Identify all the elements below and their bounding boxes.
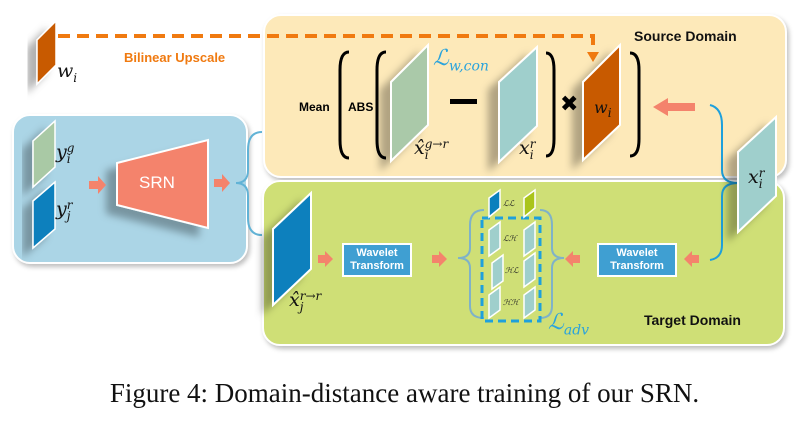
math-sub: i (529, 148, 534, 162)
x-hat-r-r-label: x̂ r→r j (289, 289, 322, 314)
brace-subbands-right (539, 209, 565, 319)
abs-label: ABS (348, 100, 374, 114)
input-panel-y-r (32, 180, 56, 250)
target-domain-label: Target Domain (644, 312, 741, 328)
paren-close-mean (629, 51, 641, 158)
subband-ll-green (523, 188, 536, 219)
mean-label: Mean (299, 100, 330, 114)
math-base: x̂ (289, 289, 300, 311)
arrowhead (587, 52, 599, 62)
multiply-sign: ✖ (560, 92, 578, 117)
math-sup: g→r (424, 137, 449, 151)
math-sub: j (299, 300, 304, 314)
wavelet-transform-box-1: Wavelet Transform (342, 243, 412, 277)
brace-srn-output (235, 131, 263, 236)
math-base: w (594, 98, 608, 117)
w-i-label: wi (594, 98, 612, 121)
subband-hl-b (523, 251, 536, 289)
subband-hh-b (523, 285, 536, 320)
math-base: x (519, 137, 530, 159)
input-panel-y-g (32, 119, 56, 189)
math-base: ℒ (548, 310, 564, 335)
subband-lh-b (523, 220, 536, 258)
arrow-right (318, 251, 333, 267)
math-base: x̂ (414, 137, 425, 159)
subband-hl-label: ℋℒ (505, 266, 519, 275)
math-sub: w,con (448, 58, 489, 75)
brace-right (709, 104, 739, 261)
wavelet-transform-box-2: Wavelet Transform (597, 243, 677, 277)
subband-lh-a (488, 220, 501, 258)
weight-map (582, 42, 621, 163)
paren-open-abs (375, 50, 387, 160)
math-sub: i (66, 152, 71, 166)
math-sub: i (73, 70, 78, 85)
brace-subbands-left (457, 209, 485, 319)
w-i-top-label: wi (57, 62, 77, 84)
x-hat-g-r-label: x̂ g→r i (414, 137, 449, 162)
subband-hh-a (488, 285, 501, 320)
loss-w-con-label: ℒw,con (433, 46, 489, 75)
bilinear-upscale-arrow (58, 34, 595, 54)
math-sup: r (758, 166, 765, 180)
math-sub: adv (563, 322, 590, 339)
subband-lh-label: ℒℋ (503, 234, 517, 243)
subband-hh-label: ℋℋ (503, 298, 519, 307)
math-base: y (56, 141, 67, 163)
bilinear-upscale-label: Bilinear Upscale (124, 50, 226, 65)
subband-ll-blue (488, 188, 501, 219)
math-sub: i (758, 177, 763, 191)
math-sup: r (66, 198, 73, 212)
panel-x-r-source (498, 44, 538, 165)
math-sup: r (529, 137, 536, 151)
adv-dashed-region (480, 216, 542, 323)
math-sub: i (607, 106, 612, 121)
math-sup: g (66, 141, 75, 155)
arrow-left (653, 98, 695, 116)
arrow-right (432, 251, 447, 267)
parentheses (338, 50, 641, 160)
arrows (89, 98, 699, 267)
arrow-left (565, 251, 580, 267)
minus-sign (450, 99, 477, 104)
srn-label: SRN (139, 173, 175, 192)
paren-open-mean (338, 50, 350, 160)
panel-x-hat-g-r (390, 42, 429, 164)
weight-map-small (36, 19, 57, 86)
math-base: y (56, 198, 67, 220)
arrow-left (684, 251, 699, 267)
paren-close-abs (545, 51, 556, 158)
arrow-right (89, 176, 106, 194)
arrow-right (214, 174, 230, 192)
math-sub: i (424, 148, 429, 162)
math-base: x (748, 166, 759, 188)
source-domain-label: Source Domain (634, 28, 737, 44)
math-base: w (57, 60, 74, 82)
panel-x-hat-r-r (272, 190, 312, 308)
panel-x-r-input (737, 114, 777, 235)
subband-hl-a (491, 253, 504, 291)
srn-network (116, 138, 209, 230)
loss-adv-label: ℒadv (548, 310, 590, 339)
math-sup: r→r (299, 289, 322, 303)
figure-caption: Figure 4: Domain-distance aware training… (109, 378, 700, 408)
math-base: ℒ (433, 46, 449, 71)
subband-ll-label: ℒℒ (503, 199, 515, 208)
math-sub: j (66, 209, 71, 223)
